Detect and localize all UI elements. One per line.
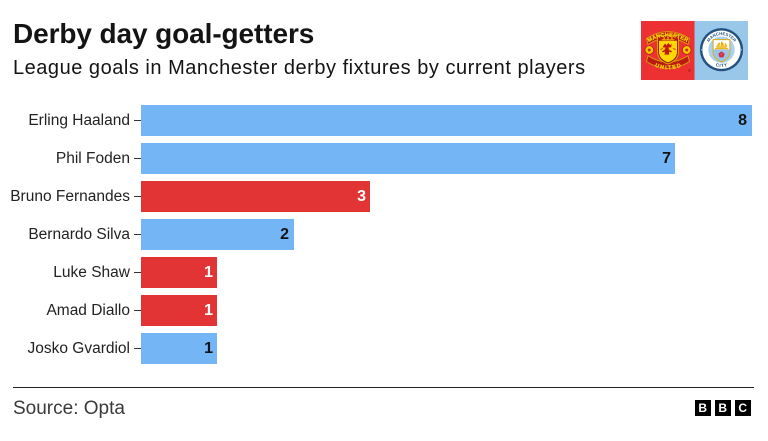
svg-text:CITY: CITY — [715, 62, 727, 68]
svg-text:MANCHESTER: MANCHESTER — [647, 32, 689, 43]
svg-text:®: ® — [688, 68, 691, 73]
svg-text:UNITED: UNITED — [654, 62, 682, 71]
